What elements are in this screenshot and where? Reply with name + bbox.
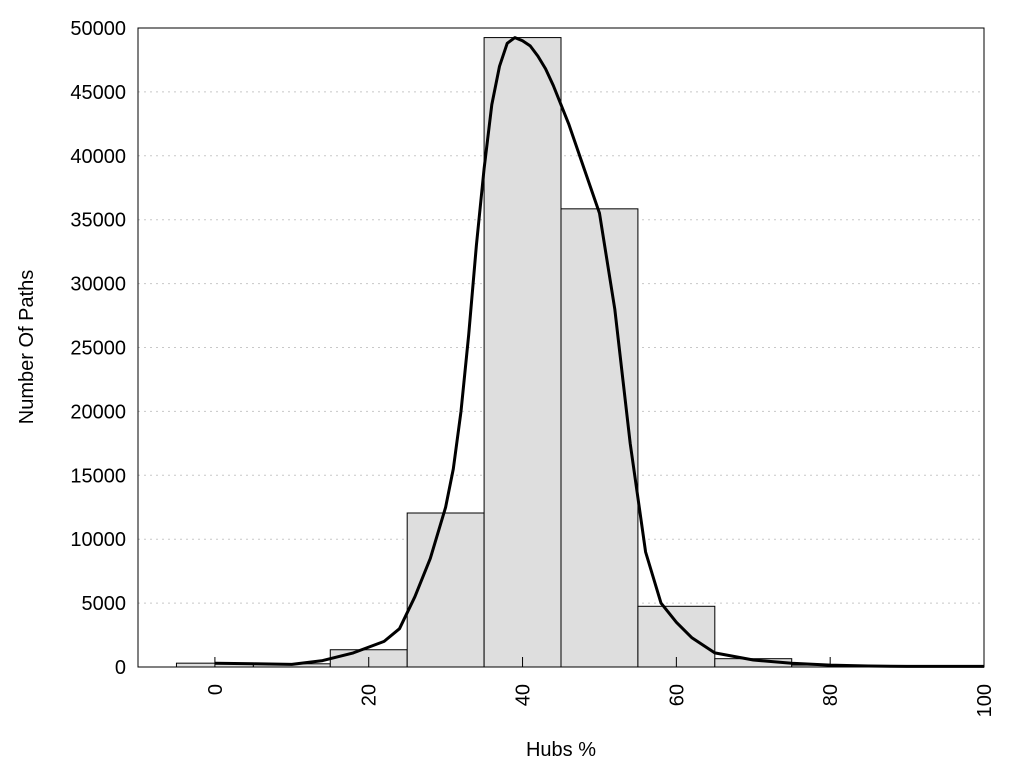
x-tick-label: 0: [205, 684, 227, 695]
density-curve: [214, 36, 984, 668]
x-axis-label: Hubs %: [526, 739, 596, 761]
histogram-bar: [406, 512, 485, 668]
x-tick-label: 100: [974, 684, 996, 717]
x-tick-label: 20: [359, 684, 381, 706]
x-tick-label: 60: [666, 684, 688, 706]
y-tick-label: 50000: [70, 18, 126, 40]
y-tick-label: 15000: [70, 465, 126, 487]
y-tick-label: 20000: [70, 401, 126, 423]
histogram-bars: [175, 37, 985, 668]
x-tick-label: 40: [513, 684, 535, 706]
y-tick-label: 45000: [70, 82, 126, 104]
y-tick-label: 25000: [70, 338, 126, 360]
x-tick-label: 80: [820, 684, 842, 706]
plot-frame: [137, 27, 985, 668]
histogram-bar: [560, 208, 639, 668]
x-axis-ticks: 0 20 40 60 80 100: [205, 657, 996, 717]
y-tick-label: 30000: [70, 274, 126, 296]
y-tick-label: 0: [115, 657, 126, 679]
y-axis-ticks: 0 5000 10000 15000 20000 25000 30000 35000 40000…: [70, 18, 126, 679]
y-axis-label: Number Of Paths: [16, 270, 38, 425]
histogram-bar: [637, 605, 716, 668]
y-tick-label: 5000: [82, 593, 127, 615]
y-tick-label: 10000: [70, 529, 126, 551]
y-tick-label: 35000: [70, 210, 126, 232]
density-curve-layer: [214, 36, 984, 668]
y-tick-label: 40000: [70, 146, 126, 168]
histogram-bar: [483, 37, 562, 668]
